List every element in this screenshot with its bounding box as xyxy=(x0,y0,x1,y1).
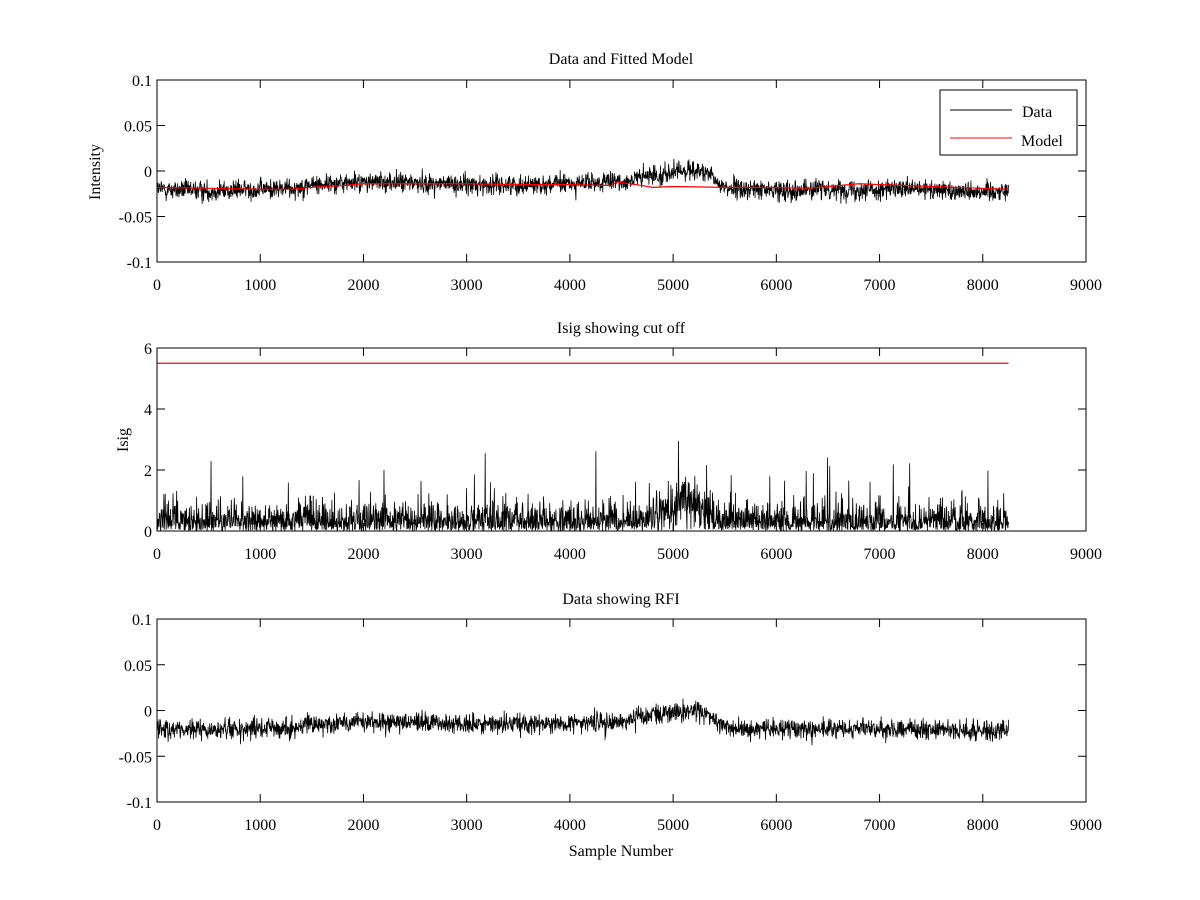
panel-3-xtick-label: 4000 xyxy=(554,817,586,834)
panel-2-title: Isig showing cut off xyxy=(557,320,686,337)
panel-1-legend: Data Model xyxy=(939,89,1078,156)
panel-data-and-fitted-model: Data and Fitted Model Intensity 0 1000 200… xyxy=(87,51,1102,294)
panel-1-ytick-label: 0 xyxy=(144,164,152,181)
panel-2-xtick-label: 0 xyxy=(153,546,161,563)
panel-1-ytick-label: 0.1 xyxy=(132,73,152,90)
panel-data-showing-rfi: Data showing RFI Sample Number 0 1000 2000… xyxy=(119,591,1102,860)
panel-2-xtick-label: 2000 xyxy=(347,546,379,563)
panel-1-ytick-label: -0.05 xyxy=(119,210,152,227)
panel-1-plot-area: 0 1000 2000 3000 4000 5000 6000 7000 8000 9000 -0.… xyxy=(119,73,1102,294)
panel-3-series-signal xyxy=(157,698,1009,746)
panel-2-ylabel: Isig xyxy=(115,428,132,452)
panel-1-xtick-label: 5000 xyxy=(657,277,689,294)
panel-2-ytick-label: 4 xyxy=(144,402,152,419)
panel-1-ylabel: Intensity xyxy=(87,144,104,200)
panel-3-ytick-label: 0.05 xyxy=(124,658,152,675)
panel-2-xtick-label: 4000 xyxy=(554,546,586,563)
legend-label-data: Data xyxy=(1022,104,1052,121)
panel-2-xtick-label: 8000 xyxy=(967,546,999,563)
legend-box xyxy=(939,89,1078,156)
panel-3-xtick-label: 7000 xyxy=(864,817,896,834)
panel-1-xtick-label: 0 xyxy=(153,277,161,294)
legend-label-model: Model xyxy=(1021,133,1063,150)
panel-2-series-signal xyxy=(157,440,1009,531)
panel-1-xtick-label: 3000 xyxy=(451,277,483,294)
panel-3-plot-area: 0 1000 2000 3000 4000 5000 6000 7000 8000 9000 -0.… xyxy=(119,612,1102,834)
panel-2-xtick-label: 1000 xyxy=(244,546,276,563)
panel-1-xtick-label: 6000 xyxy=(760,277,792,294)
panel-3-xtick-label: 5000 xyxy=(657,817,689,834)
panel-1-xtick-label: 4000 xyxy=(554,277,586,294)
panel-1-ytick-label: -0.1 xyxy=(127,255,152,272)
panel-2-ytick-label: 6 xyxy=(144,341,152,358)
panel-1-title: Data and Fitted Model xyxy=(549,51,694,68)
panel-3-xtick-label: 6000 xyxy=(760,817,792,834)
panel-3-ytick-label: -0.1 xyxy=(127,795,152,812)
panel-2-xtick-label: 5000 xyxy=(657,546,689,563)
panel-2-ytick-label: 2 xyxy=(144,463,152,480)
panel-1-xtick-label: 7000 xyxy=(864,277,896,294)
panel-1-series-model xyxy=(157,181,1009,190)
panel-2-xtick-label: 9000 xyxy=(1070,546,1102,563)
panel-2-xtick-label: 7000 xyxy=(864,546,896,563)
panel-3-xlabel: Sample Number xyxy=(569,843,674,860)
panel-3-xtick-label: 9000 xyxy=(1070,817,1102,834)
panel-2-axes-box xyxy=(156,347,1087,532)
panel-3-ytick-label: 0 xyxy=(144,704,152,721)
panel-1-xtick-label: 8000 xyxy=(967,277,999,294)
panel-1-xtick-label: 9000 xyxy=(1070,277,1102,294)
panel-1-series-data xyxy=(157,158,1009,204)
panel-isig-showing-cut-off: Isig showing cut off Isig 0 1000 2000 3000 4… xyxy=(115,320,1102,563)
panel-1-ytick-label: 0.05 xyxy=(124,119,152,136)
panel-3-xtick-label: 1000 xyxy=(244,817,276,834)
panel-2-xtick-label: 6000 xyxy=(760,546,792,563)
panel-3-ytick-label: 0.1 xyxy=(132,612,152,629)
panel-2-xtick-label: 3000 xyxy=(451,546,483,563)
panel-3-xtick-label: 3000 xyxy=(451,817,483,834)
panel-3-ytick-label: -0.05 xyxy=(119,749,152,766)
panel-2-ytick-label: 0 xyxy=(144,524,152,541)
panel-2-plot-area: 0 1000 2000 3000 4000 5000 6000 7000 8000 9000 0 2 4… xyxy=(144,341,1102,563)
panel-3-title: Data showing RFI xyxy=(562,591,679,608)
panel-1-xtick-label: 1000 xyxy=(244,277,276,294)
panel-3-xtick-label: 0 xyxy=(153,817,161,834)
panel-1-xtick-label: 2000 xyxy=(347,277,379,294)
panel-3-xtick-label: 8000 xyxy=(967,817,999,834)
panel-3-xtick-label: 2000 xyxy=(347,817,379,834)
